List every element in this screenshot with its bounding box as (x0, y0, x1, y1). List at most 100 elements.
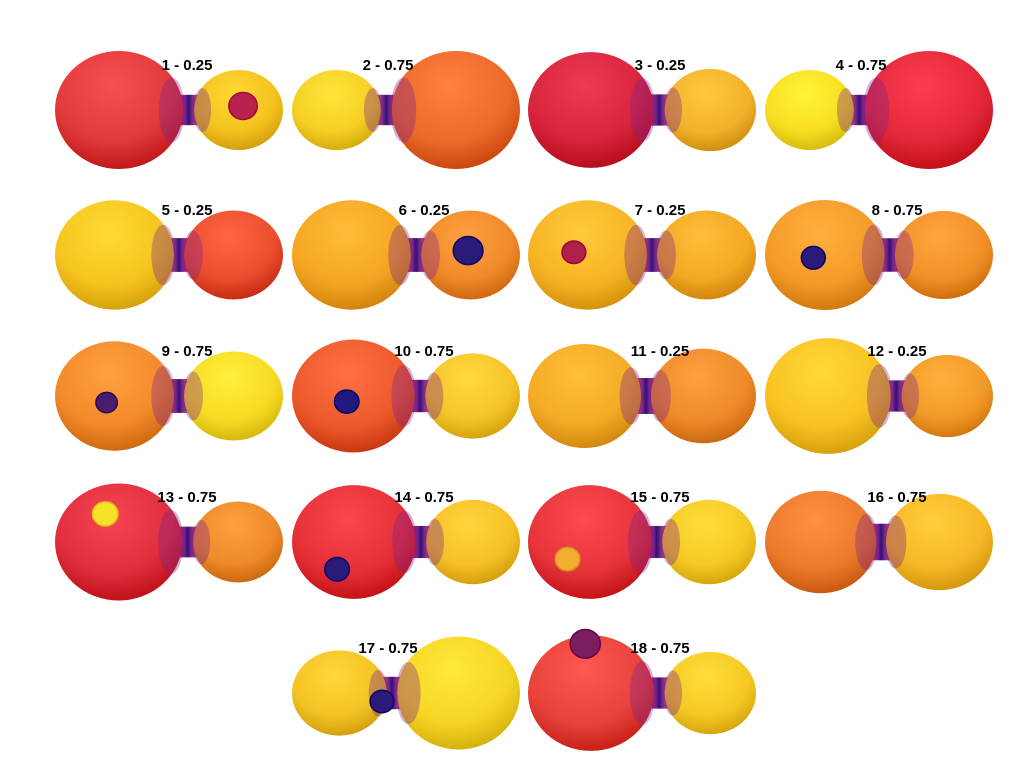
panel-label: 7 - 0.25 (635, 202, 686, 219)
binary-panel: 18 - 0.75 (528, 628, 756, 751)
secondary-star (894, 210, 993, 300)
limb-darkening (619, 367, 643, 425)
panel-label: 16 - 0.75 (867, 489, 926, 506)
secondary-star (425, 353, 520, 439)
star-spot (323, 556, 351, 582)
limb-darkening (628, 510, 653, 574)
panel-label: 12 - 0.25 (867, 343, 926, 360)
limb-darkening (391, 364, 416, 428)
limb-darkening (900, 373, 919, 419)
binary-panel: 8 - 0.75 (765, 199, 993, 311)
panel-label: 18 - 0.75 (630, 640, 689, 657)
limb-darkening (396, 661, 421, 725)
primary-star (864, 51, 993, 169)
primary-star (397, 636, 520, 750)
limb-darkening (183, 371, 203, 421)
secondary-star (426, 499, 520, 585)
binary-panel: 3 - 0.25 (528, 52, 756, 168)
limb-darkening (863, 77, 890, 143)
limb-darkening (392, 510, 417, 574)
limb-darkening (855, 513, 878, 571)
binary-panel: 14 - 0.75 (292, 485, 520, 599)
star-spot (800, 245, 827, 270)
binary-panel: 1 - 0.25 (55, 51, 283, 169)
primary-star (528, 200, 647, 310)
limb-darkening (861, 224, 886, 286)
limb-darkening (661, 518, 681, 566)
star-spot (95, 391, 119, 414)
limb-darkening (624, 224, 649, 286)
limb-darkening (663, 87, 682, 133)
panel-label: 14 - 0.75 (394, 489, 453, 506)
secondary-star (662, 499, 756, 585)
primary-star (765, 338, 891, 454)
binary-panel: 12 - 0.25 (765, 338, 993, 454)
limb-darkening (893, 230, 914, 280)
limb-darkening (158, 77, 185, 143)
binary-panel: 2 - 0.75 (292, 51, 520, 169)
limb-darkening (663, 670, 682, 716)
limb-darkening (183, 230, 203, 280)
secondary-star (664, 68, 756, 152)
panel-label: 6 - 0.25 (399, 202, 450, 219)
star-spot (91, 501, 119, 527)
primary-star (292, 200, 411, 310)
primary-star (391, 51, 520, 169)
panel-label: 9 - 0.75 (162, 343, 213, 360)
panel-label: 5 - 0.25 (162, 202, 213, 219)
star-spot (561, 240, 587, 265)
star-spot (452, 235, 484, 266)
panel-label: 11 - 0.25 (631, 343, 689, 360)
limb-darkening (420, 230, 440, 280)
panel-label: 17 - 0.75 (358, 640, 417, 657)
limb-darkening (649, 369, 671, 423)
panel-label: 2 - 0.75 (363, 57, 414, 74)
secondary-star (657, 210, 756, 300)
secondary-star (650, 348, 756, 444)
panel-label: 13 - 0.75 (157, 489, 216, 506)
star-spot (333, 389, 360, 415)
panel-label: 3 - 0.25 (635, 57, 686, 74)
limb-darkening (425, 518, 445, 566)
binary-panel: 16 - 0.75 (765, 489, 993, 594)
limb-darkening (836, 88, 855, 132)
binary-panel: 6 - 0.25 (292, 200, 520, 310)
limb-darkening (390, 77, 417, 143)
limb-darkening (363, 88, 382, 132)
binary-panel: 15 - 0.75 (528, 485, 756, 599)
primary-star (55, 483, 183, 601)
binary-panel: 13 - 0.75 (55, 483, 283, 601)
panel-label: 4 - 0.75 (836, 57, 887, 74)
secondary-star (184, 210, 283, 300)
primary-star (55, 200, 174, 310)
limb-darkening (158, 509, 184, 575)
limb-darkening (151, 224, 176, 286)
panel-label: 10 - 0.75 (394, 343, 453, 360)
star-spot (554, 546, 581, 572)
primary-star (528, 343, 642, 449)
primary-star (528, 635, 654, 751)
limb-darkening (884, 515, 907, 569)
limb-darkening (151, 365, 176, 427)
limb-darkening (866, 364, 893, 428)
primary-star (528, 485, 652, 599)
primary-star (765, 490, 877, 594)
secondary-star (292, 70, 381, 150)
binary-panel: 10 - 0.75 (292, 339, 520, 453)
binary-panel: 4 - 0.75 (765, 51, 993, 169)
panel-grid: 1 - 0.25 2 - 0.75 3 - 0.25 4 - 0.75 5 - 0.25… (55, 51, 993, 751)
panel-label: 8 - 0.75 (872, 202, 923, 219)
limb-darkening (424, 372, 444, 420)
secondary-star (886, 493, 993, 591)
binary-panel: 9 - 0.75 (55, 341, 283, 451)
secondary-star (664, 651, 756, 735)
panel-label: 15 - 0.75 (630, 489, 689, 506)
star-spot (369, 689, 395, 714)
star-spot (569, 628, 602, 659)
secondary-star (184, 351, 283, 441)
secondary-star (292, 650, 387, 736)
primary-star (292, 485, 416, 599)
primary-star (528, 52, 654, 168)
binary-panel: 17 - 0.75 (292, 636, 520, 750)
